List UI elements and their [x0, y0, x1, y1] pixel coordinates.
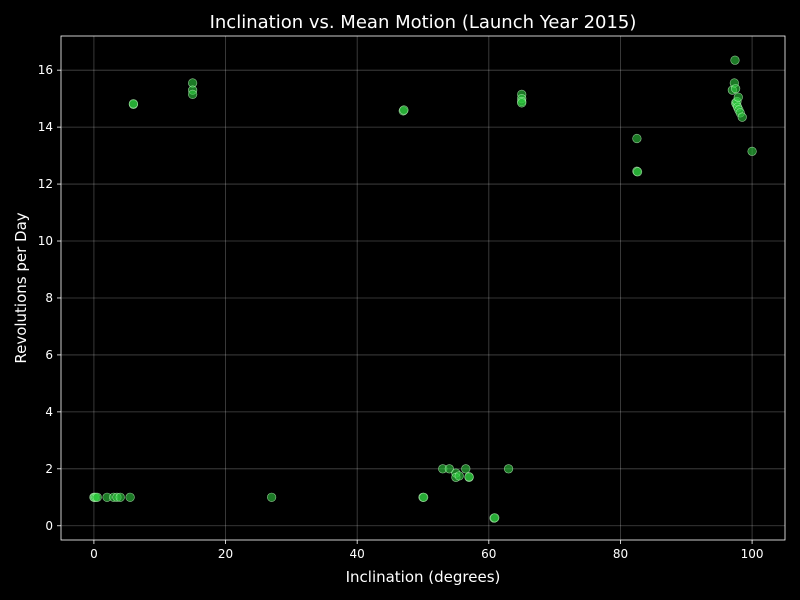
data-point	[419, 492, 429, 502]
data-point	[454, 471, 464, 481]
data-point	[632, 167, 643, 177]
data-point	[188, 89, 198, 99]
data-point	[399, 105, 409, 115]
data-point	[737, 112, 747, 122]
data-point	[461, 464, 471, 474]
data-point	[267, 492, 277, 502]
y-tick-label: 10	[38, 234, 53, 248]
x-tick-label: 0	[90, 547, 98, 561]
y-axis-label: Revolutions per Day	[12, 212, 30, 363]
y-tick-label: 12	[38, 177, 53, 191]
grid-lines	[61, 36, 785, 540]
data-point	[128, 99, 138, 109]
y-tick-label: 4	[45, 405, 53, 419]
plot-frame	[60, 35, 786, 541]
x-tick-label: 100	[741, 547, 764, 561]
data-point	[733, 92, 743, 102]
data-point	[632, 133, 642, 144]
data-point	[517, 98, 527, 108]
data-point	[464, 472, 474, 482]
data-point	[503, 464, 514, 474]
data-point	[730, 55, 740, 65]
x-tick-label: 40	[350, 547, 365, 561]
x-tick-label: 80	[613, 547, 628, 561]
y-tick-label: 8	[45, 291, 53, 305]
y-tick-label: 6	[45, 348, 53, 362]
x-tick-label: 60	[481, 547, 496, 561]
data-point	[115, 492, 125, 502]
data-points	[89, 55, 757, 523]
data-point	[444, 464, 454, 474]
axis-ticks: 0 20 40 60 80 100 0 2 4 6 8 10 12 14 16	[38, 63, 764, 561]
x-axis-label: Inclination (degrees)	[346, 568, 501, 586]
data-point	[92, 492, 102, 502]
y-tick-label: 0	[45, 519, 53, 533]
data-point	[731, 84, 741, 94]
data-point	[125, 492, 135, 502]
y-tick-label: 14	[38, 120, 53, 134]
x-tick-label: 20	[218, 547, 233, 561]
chart-title: Inclination vs. Mean Motion (Launch Year…	[210, 12, 637, 33]
data-point	[747, 146, 757, 156]
y-tick-label: 16	[38, 63, 53, 77]
data-point	[490, 513, 500, 523]
y-tick-label: 2	[45, 462, 53, 476]
